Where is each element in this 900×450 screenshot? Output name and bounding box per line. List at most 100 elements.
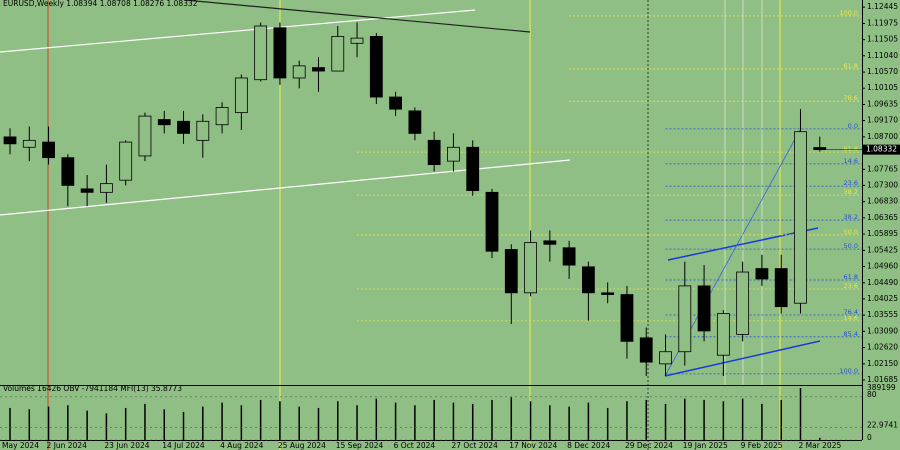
candle-body xyxy=(794,131,807,304)
x-tick-label: 15 Sep 2024 xyxy=(336,441,384,450)
candle-body xyxy=(119,141,133,181)
candle-body xyxy=(601,292,615,295)
candle-body xyxy=(80,188,94,193)
y-tick-label: 1.01685 xyxy=(867,375,898,384)
x-tick-label: 8 Dec 2024 xyxy=(567,441,610,450)
x-tick-label: 17 Nov 2024 xyxy=(509,441,557,450)
volume-tick-label: 389199 xyxy=(867,383,896,392)
y-tick-label: 1.08700 xyxy=(867,132,898,141)
fib-label: 61.8 xyxy=(844,273,858,281)
candle-body xyxy=(138,115,152,157)
y-tick-label: 1.07300 xyxy=(867,180,898,189)
candle-body xyxy=(157,119,171,126)
candle-body xyxy=(196,120,210,141)
channel-line xyxy=(664,340,821,377)
candle-body xyxy=(215,107,229,126)
y-tick-label: 1.11505 xyxy=(867,35,898,44)
candle-body xyxy=(3,136,17,145)
y-tick-label: 1.03090 xyxy=(867,326,898,335)
candle-body xyxy=(813,147,827,151)
candle-body xyxy=(22,139,36,148)
fib-label: 50.0 xyxy=(844,242,858,250)
x-tick-label: 19 Jan 2025 xyxy=(683,441,728,450)
channel-line xyxy=(667,227,819,261)
candle-body xyxy=(254,25,268,81)
x-tick-label: 14 Jul 2024 xyxy=(162,441,205,450)
candle-body xyxy=(582,266,595,294)
mfi-tick-label: 0 xyxy=(867,433,872,442)
x-tick-label: 2 Mar 2025 xyxy=(798,441,841,450)
candle-body xyxy=(389,96,403,110)
candle-body xyxy=(100,183,113,193)
x-tick-label: 2 Jun 2024 xyxy=(47,441,88,450)
y-tick-label: 1.05425 xyxy=(867,245,898,254)
y-tick-label: 1.10105 xyxy=(867,83,898,92)
x-tick-label: 6 Oct 2024 xyxy=(394,441,436,450)
candle-body xyxy=(504,249,518,294)
candle-body xyxy=(774,268,788,308)
y-tick-label: 1.07765 xyxy=(867,164,898,173)
fib-label: 38.2 xyxy=(844,213,858,221)
y-tick-label: 1.03555 xyxy=(867,310,898,319)
candle-body xyxy=(678,285,692,353)
fib-label: 0.0 xyxy=(848,122,858,130)
decorations xyxy=(0,0,863,450)
trend-line xyxy=(184,0,531,33)
candle-body xyxy=(427,139,441,166)
candle-body xyxy=(697,285,711,332)
candle-body xyxy=(466,146,480,191)
y-tick-label: 1.06830 xyxy=(867,197,898,206)
y-tick-label: 1.10570 xyxy=(867,67,898,76)
y-tick-label: 1.11040 xyxy=(867,51,898,60)
y-tick-label: 1.04490 xyxy=(867,278,898,287)
y-tick-label: 1.11975 xyxy=(867,18,898,27)
x-tick-label: 9 Feb 2025 xyxy=(741,441,783,450)
fib-label: 61.8 xyxy=(844,62,858,70)
trend-line xyxy=(0,159,571,216)
y-tick-label: 1.02150 xyxy=(867,359,898,368)
x-tick-label: 27 Oct 2024 xyxy=(451,441,498,450)
fib-label: 76.4 xyxy=(844,308,858,316)
candle-body xyxy=(716,313,730,356)
fib-label: 23.6 xyxy=(844,282,858,290)
fib-label: 50.0 xyxy=(844,228,858,236)
x-tick-label: 4 Aug 2024 xyxy=(220,441,263,450)
indicator-label: Volumes 16426 OBV -7941184 MFI(13) 35.87… xyxy=(3,384,182,393)
candle-body xyxy=(659,351,672,365)
mfi-tick-label: 80 xyxy=(867,390,877,399)
candle-body xyxy=(61,157,75,186)
fib-label: 23.6 xyxy=(844,179,858,187)
y-tick-label: 1.09635 xyxy=(867,99,898,108)
y-tick-label: 1.05895 xyxy=(867,229,898,238)
candle-body xyxy=(273,27,287,79)
current-price-label: 1.08332 xyxy=(866,145,897,154)
y-tick-label: 1.02620 xyxy=(867,343,898,352)
candle-body xyxy=(331,35,345,72)
candle-body xyxy=(447,146,460,162)
candle-body xyxy=(562,247,576,266)
candle-body xyxy=(755,268,769,280)
candle-body xyxy=(234,77,248,114)
y-tick-label: 1.12445 xyxy=(867,2,898,11)
fib-label: 85.4 xyxy=(844,330,858,338)
candle-body xyxy=(350,37,364,44)
x-tick-label: 23 Jun 2024 xyxy=(104,441,149,450)
mfi-tick-label: 22.9741 xyxy=(867,421,898,430)
trend-line xyxy=(0,9,476,53)
candle-body xyxy=(736,271,750,335)
x-tick-label: May 2024 xyxy=(2,441,39,450)
fib-label: 100.0 xyxy=(839,9,858,17)
chart-title: EURUSD,Weekly 1.08394 1.08708 1.08276 1.… xyxy=(3,0,198,8)
candle-body xyxy=(292,65,306,79)
candle-body xyxy=(639,337,653,363)
y-tick-label: 1.06365 xyxy=(867,213,898,222)
fib-label: 78.6 xyxy=(844,94,858,102)
fib-label: 38.2 xyxy=(844,188,858,196)
candle-body xyxy=(312,67,325,72)
candle-body xyxy=(369,35,383,98)
fib-label: 61.8 xyxy=(844,145,858,153)
fib-label: 14.6 xyxy=(844,314,858,322)
y-tick-label: 1.04960 xyxy=(867,261,898,270)
